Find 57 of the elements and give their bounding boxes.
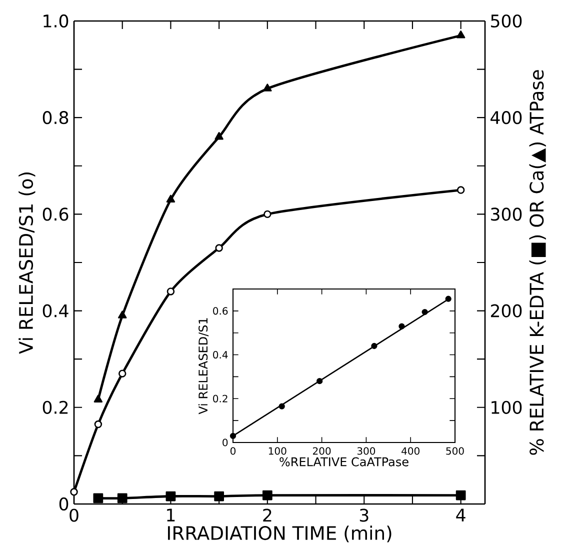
x-tick-label: 2 [263,508,272,522]
y-tick-label: 1.0 [44,14,68,28]
y2-tick-label: 400 [490,111,522,124]
point [263,84,272,92]
y-axis-title: Vi RELEASED/S1 [198,318,209,414]
point [456,490,466,500]
x-tick-label: 300 [357,447,376,455]
y-tick-label: 0 [59,497,68,511]
x-tick-label: 200 [312,447,331,455]
y-tick-label: 0.2 [213,394,228,402]
y-tick-label: 0.2 [42,400,68,414]
x-tick-label: 0 [230,447,236,455]
point [94,394,103,402]
y2-tick-label: 500 [491,14,522,28]
point [316,378,323,384]
x-tick-label: 100 [268,447,286,455]
x-tick-label: 3 [360,508,368,522]
point [118,310,127,318]
y-tick-label: 0.6 [42,208,68,221]
point [93,493,104,504]
point [70,488,78,496]
point [166,194,176,203]
y-tick-label: 0.8 [42,111,68,124]
point [262,490,272,500]
point [166,491,176,502]
point [278,403,285,410]
y2-tick-label: 100 [492,400,522,414]
y-axis-title: Vi RELEASED/S1 (o) [18,172,36,354]
point [264,210,272,218]
y2-axis-title: % RELATIVE K-EDTA (■) OR Ca(▲) ATPase [529,70,546,455]
point [445,296,452,302]
point [398,323,405,330]
x-axis-title: %RELATIVE CaATPase [280,457,408,466]
point [422,308,428,316]
point [456,30,466,38]
x-tick-label: 400 [402,447,420,455]
x-tick-label: 4 [456,508,466,522]
point [371,342,378,350]
point [118,370,126,378]
point [214,132,224,140]
x-axis-title: IRRADIATION TIME (min) [168,526,392,542]
y-tick-label: 0.4 [213,350,228,359]
point [166,288,175,296]
point [230,432,236,439]
point [214,491,224,502]
point [456,186,465,194]
y-tick-label: 0.4 [42,304,68,318]
x-tick-label: 1 [167,508,175,522]
point [117,493,128,504]
x-tick-label: 0 [70,508,78,522]
point [215,244,223,252]
y2-tick-label: 200 [490,304,522,318]
point [94,420,102,428]
y-tick-label: 0.6 [213,307,228,315]
y2-tick-label: 300 [491,208,522,221]
x-tick-label: 500 [446,447,464,455]
y-tick-label: 0 [222,438,228,446]
